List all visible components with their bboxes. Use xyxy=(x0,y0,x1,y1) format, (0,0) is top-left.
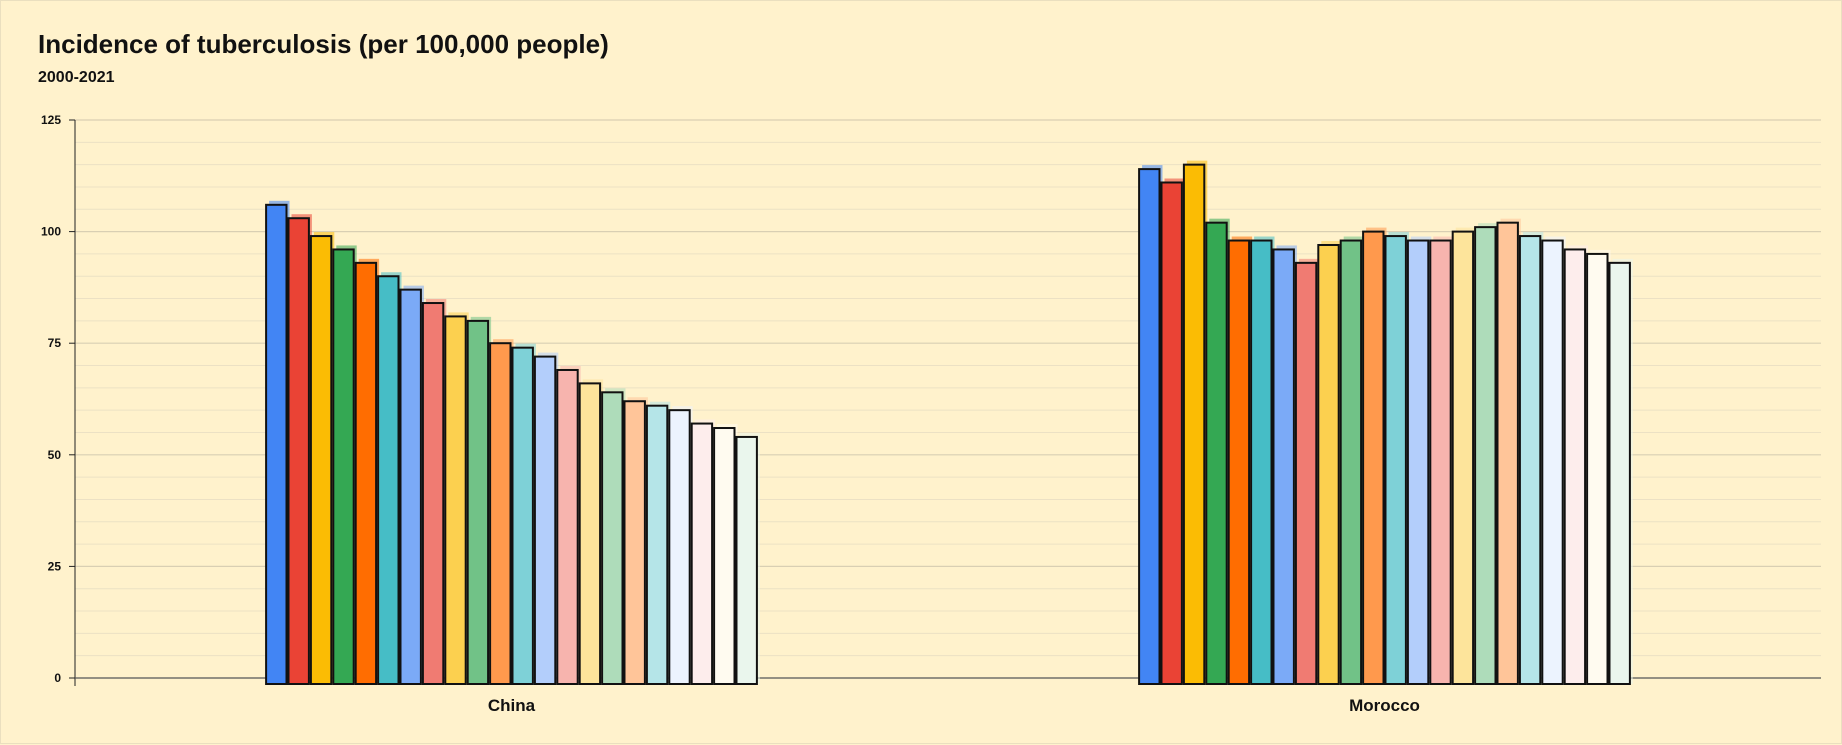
bar xyxy=(1563,248,1587,685)
y-tick-label: 75 xyxy=(48,336,62,350)
bar xyxy=(1518,235,1542,685)
bar xyxy=(511,346,534,685)
bar xyxy=(1294,261,1318,685)
bar xyxy=(1272,248,1295,685)
bar xyxy=(623,400,646,685)
bar xyxy=(1227,239,1251,685)
bar xyxy=(466,319,490,685)
bar xyxy=(1339,239,1363,685)
bar xyxy=(1429,239,1452,685)
bar xyxy=(444,315,467,685)
bar xyxy=(645,404,669,685)
chart-subtitle: 2000-2021 xyxy=(38,69,115,86)
bar xyxy=(1138,168,1161,685)
x-category-label: Morocco xyxy=(1349,696,1420,715)
bar xyxy=(1182,163,1206,685)
bar xyxy=(1406,239,1430,685)
bar xyxy=(533,355,557,685)
bar xyxy=(1317,243,1340,685)
bar xyxy=(1496,221,1519,685)
bar xyxy=(1250,239,1273,685)
chart-title: Incidence of tuberculosis (per 100,000 p… xyxy=(38,29,609,59)
y-tick-label: 0 xyxy=(54,671,61,685)
bar xyxy=(668,409,691,685)
bar xyxy=(354,261,378,685)
bar xyxy=(1474,226,1497,686)
bar xyxy=(421,302,445,685)
bar xyxy=(1205,221,1228,685)
bar xyxy=(287,217,310,685)
bar xyxy=(713,427,736,685)
bar xyxy=(1362,230,1385,685)
bar xyxy=(377,275,400,685)
bar xyxy=(332,248,355,685)
bar xyxy=(556,368,579,685)
bar xyxy=(1608,261,1631,685)
bar xyxy=(1451,230,1475,685)
bar xyxy=(309,235,333,685)
bar xyxy=(1586,252,1609,685)
bar xyxy=(1160,181,1183,685)
y-tick-label: 100 xyxy=(41,225,61,239)
bar xyxy=(578,382,602,685)
bar xyxy=(690,422,714,685)
bar xyxy=(1384,235,1407,685)
bar xyxy=(399,288,422,685)
bar xyxy=(735,435,758,685)
y-tick-label: 50 xyxy=(48,448,62,462)
bar xyxy=(489,342,512,685)
bar xyxy=(265,203,288,685)
x-category-label: China xyxy=(488,696,536,715)
y-tick-label: 25 xyxy=(48,559,62,573)
y-tick-label: 125 xyxy=(41,113,61,127)
bar xyxy=(601,391,624,685)
bar xyxy=(1541,239,1564,685)
